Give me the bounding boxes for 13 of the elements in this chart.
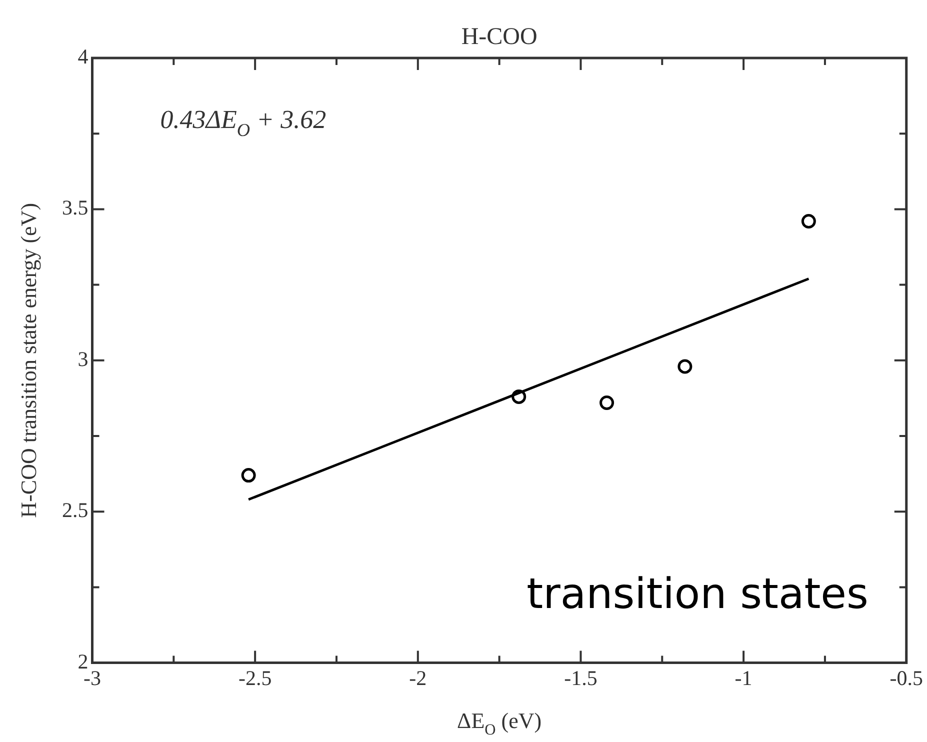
x-tick-label: -1.5 bbox=[564, 666, 598, 690]
annotation: transition states bbox=[526, 568, 868, 618]
chart-title: H-COO bbox=[461, 24, 538, 50]
x-tick-label: -1 bbox=[734, 666, 752, 690]
y-tick-label: 4 bbox=[78, 44, 89, 69]
y-tick-label: 2 bbox=[78, 649, 88, 674]
y-tick-label: 3 bbox=[78, 346, 88, 371]
x-tick-label: -2 bbox=[409, 666, 427, 690]
y-axis-title: H-COO transition state energy (eV) bbox=[16, 202, 41, 518]
x-tick-label: -0.5 bbox=[890, 666, 924, 690]
y-tick-label: 2.5 bbox=[62, 498, 88, 522]
y-tick-label: 3.5 bbox=[62, 196, 88, 220]
x-tick-label: -2.5 bbox=[238, 666, 272, 690]
